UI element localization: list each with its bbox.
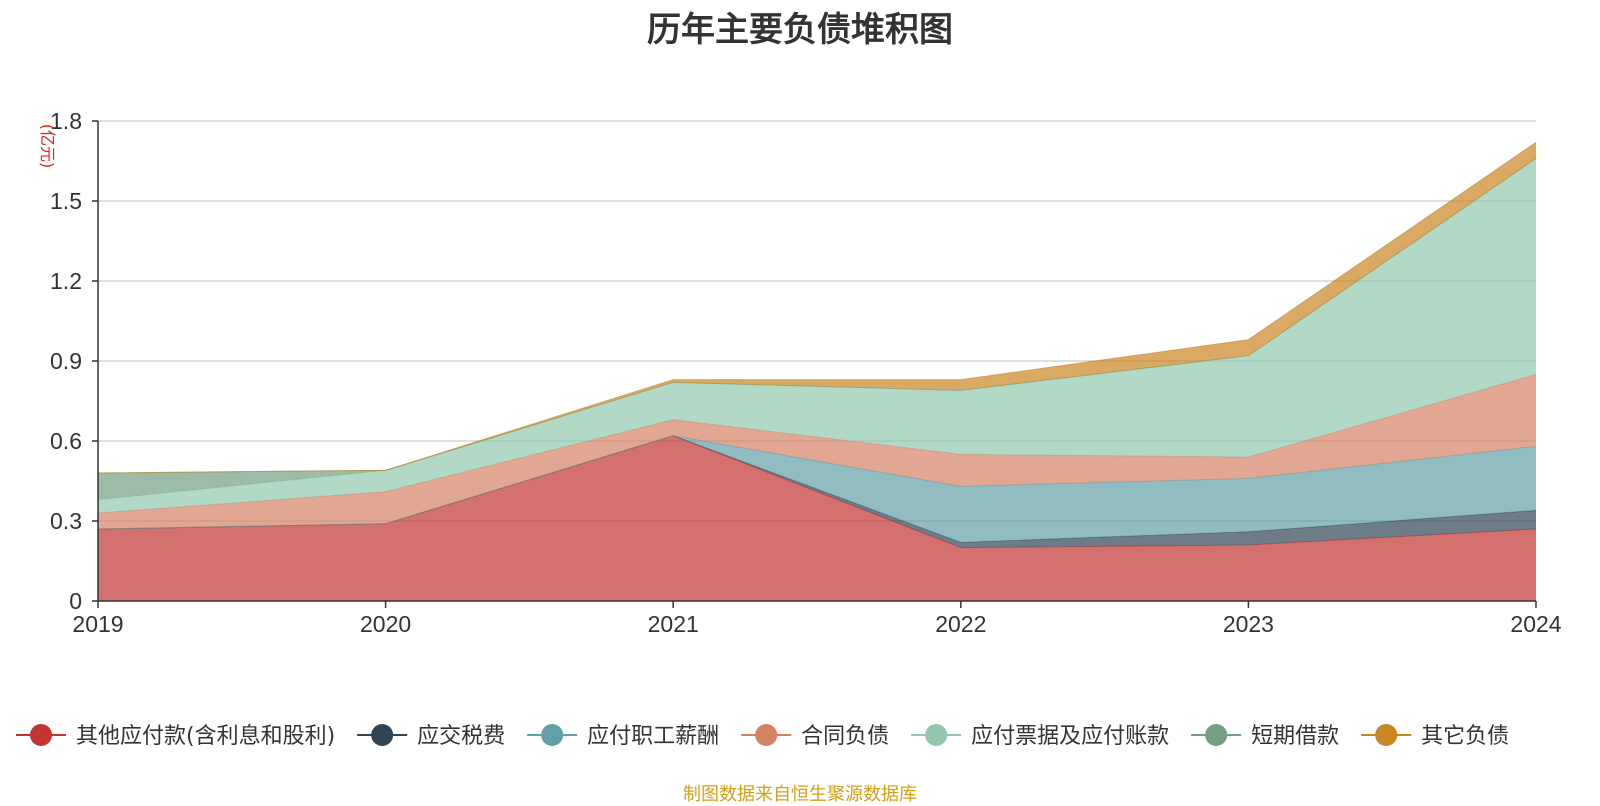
x-tick-label: 2024 <box>1510 611 1561 637</box>
legend-marker-6 <box>1205 724 1228 746</box>
legend-marker-2 <box>371 724 394 746</box>
y-tick-label: 0.9 <box>50 348 82 374</box>
x-tick-label: 2020 <box>360 611 411 637</box>
legend-label: 应付职工薪酬 <box>587 724 719 749</box>
y-tick-label: 1.2 <box>50 268 82 294</box>
axes: 0 0.3 0.6 0.9 1.2 1.5 1.8 2019 2020 2021 2022 2023 2… <box>38 108 1562 637</box>
source-note: 制图数据来自恒生聚源数据库 <box>683 784 917 805</box>
legend: 其他应付款(含利息和股利) 应交税费 应付职工薪酬 合同负债 应付票据及应付账款 短期借款… <box>16 724 1509 749</box>
legend-label: 短期借款 <box>1251 724 1339 749</box>
y-tick-label: 0 <box>69 588 82 614</box>
y-tick-label: 0.6 <box>50 428 82 454</box>
legend-label: 其他应付款(含利息和股利) <box>76 724 335 749</box>
area-line-7 <box>97 141 1537 474</box>
legend-label: 应付票据及应付账款 <box>971 724 1169 749</box>
area-5 <box>98 158 1536 514</box>
area-1 <box>98 435 1536 601</box>
x-tick-label: 2022 <box>935 611 986 637</box>
legend-label: 合同负债 <box>801 724 889 749</box>
legend-label: 应交税费 <box>417 724 505 749</box>
x-tick-label: 2023 <box>1223 611 1274 637</box>
area-series <box>97 141 1537 601</box>
legend-marker-4 <box>755 724 778 746</box>
y-tick-label: 1.5 <box>50 188 82 214</box>
y-tick-label: 0.3 <box>50 508 82 534</box>
y-axis-unit-label: (亿元) <box>38 124 57 169</box>
x-tick-label: 2019 <box>72 611 123 637</box>
area-3 <box>98 435 1536 543</box>
legend-label: 其它负债 <box>1421 724 1509 749</box>
chart-title: 历年主要负债堆积图 <box>647 10 953 50</box>
legend-marker-3 <box>541 724 564 746</box>
y-tick-label: 1.8 <box>50 108 82 134</box>
x-tick-label: 2021 <box>648 611 699 637</box>
area-2 <box>98 435 1536 548</box>
area-4 <box>98 374 1536 529</box>
legend-marker-7 <box>1375 724 1398 746</box>
legend-marker-1 <box>30 724 52 746</box>
legend-marker-5 <box>925 724 948 746</box>
